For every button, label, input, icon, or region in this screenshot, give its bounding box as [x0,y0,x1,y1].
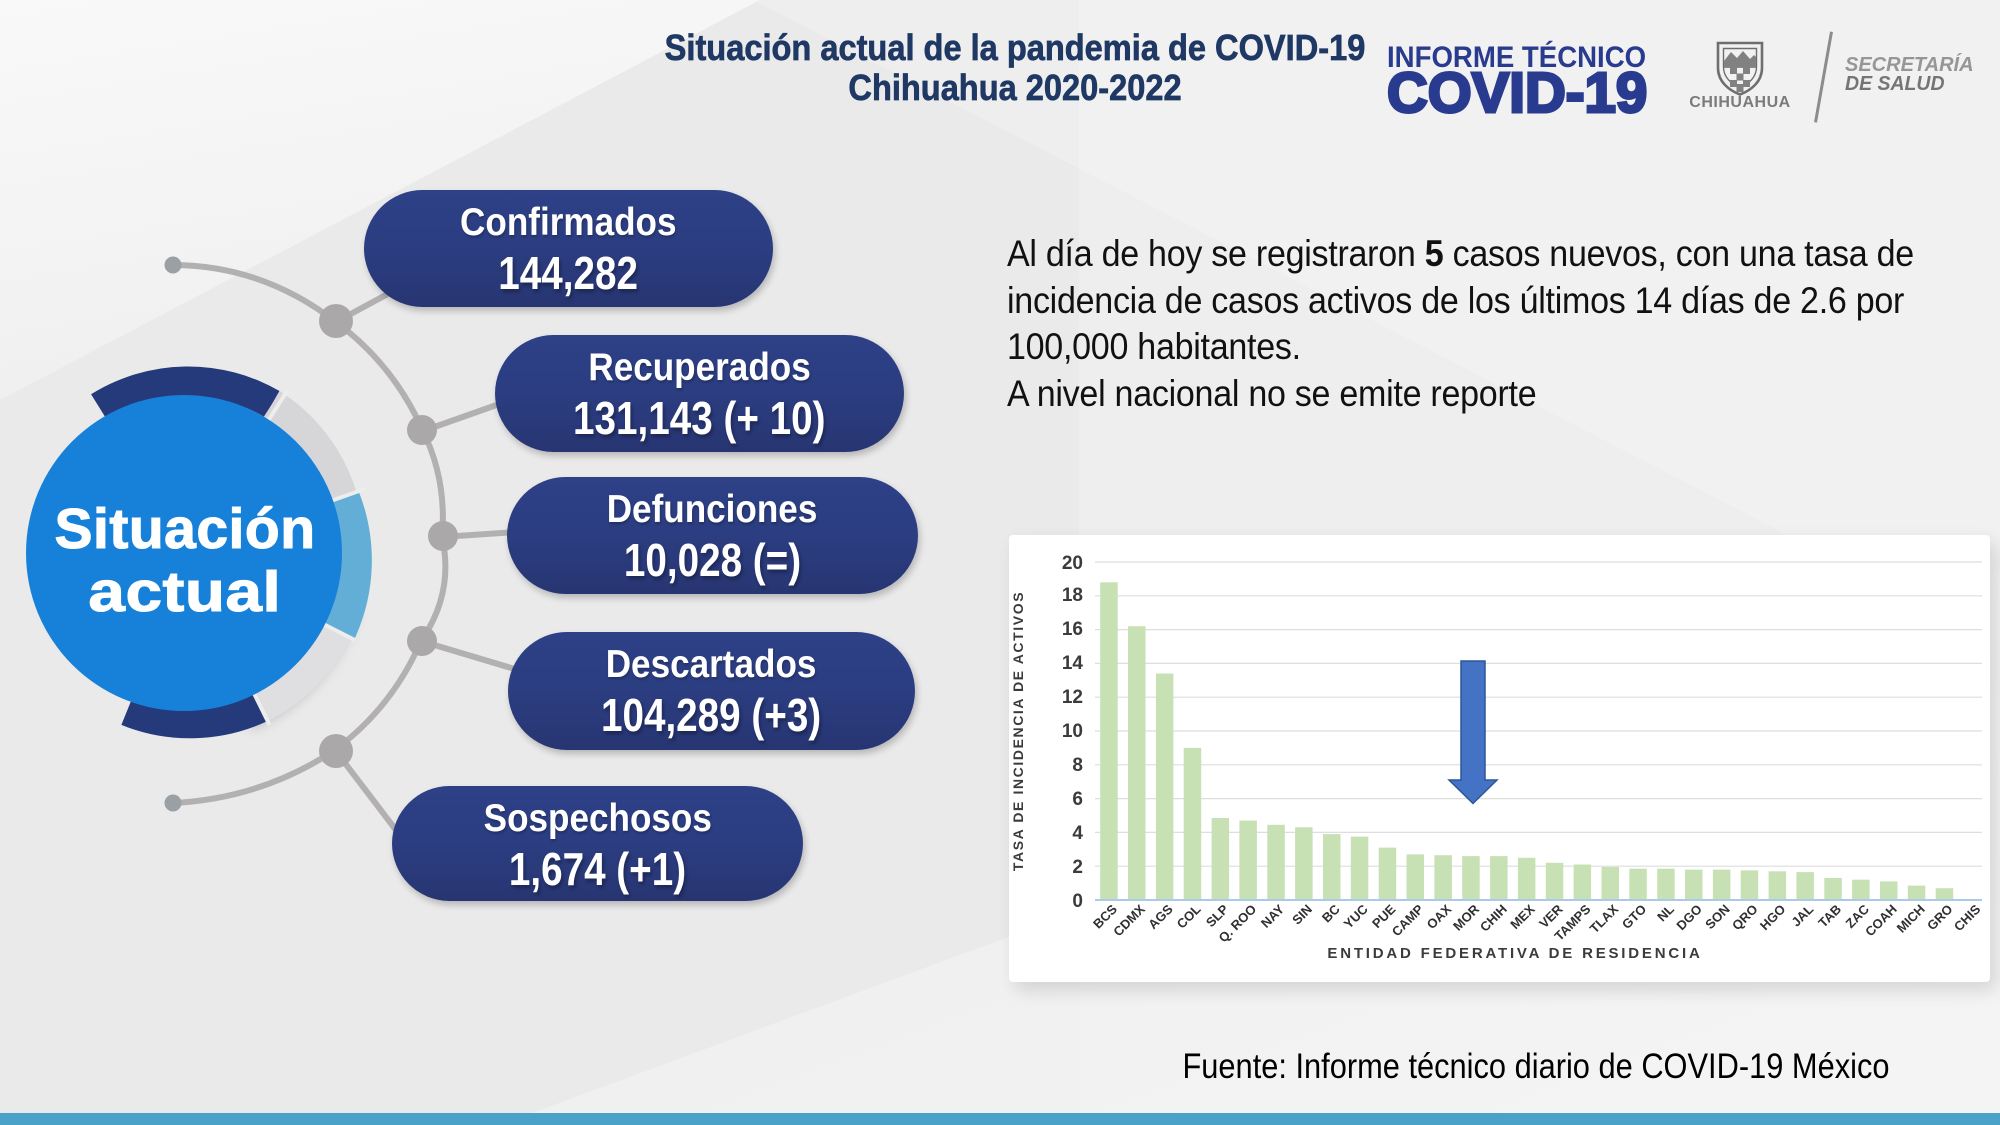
svg-text:CHIH: CHIH [1477,902,1510,935]
svg-text:COAH: COAH [1862,902,1900,940]
svg-text:18: 18 [1062,585,1083,606]
svg-text:AGS: AGS [1145,901,1176,932]
svg-text:TAB: TAB [1815,902,1844,931]
svg-text:6: 6 [1072,789,1083,810]
svg-text:CAMP: CAMP [1389,901,1427,939]
svg-text:SIN: SIN [1289,902,1315,928]
svg-text:12: 12 [1062,687,1083,708]
svg-text:8: 8 [1072,755,1083,776]
svg-text:2: 2 [1072,857,1083,878]
svg-text:SON: SON [1702,902,1733,933]
svg-text:14: 14 [1062,653,1084,674]
svg-text:GTO: GTO [1619,902,1649,932]
svg-text:QRO: QRO [1729,902,1761,934]
svg-text:OAX: OAX [1424,901,1455,932]
svg-text:ENTIDAD FEDERATIVA DE RESIDENC: ENTIDAD FEDERATIVA DE RESIDENCIA [1327,945,1702,962]
svg-text:HGO: HGO [1757,902,1789,934]
svg-text:BC: BC [1319,901,1343,925]
svg-text:CDMX: CDMX [1110,901,1148,939]
svg-text:10: 10 [1062,721,1083,742]
svg-text:JAL: JAL [1788,901,1816,929]
svg-text:MEX: MEX [1507,901,1538,932]
svg-text:GRO: GRO [1924,902,1956,934]
svg-text:TASA DE INCIDENCIA DE ACTIVOS: TASA DE INCIDENCIA DE ACTIVOS [1010,591,1026,871]
svg-text:MICH: MICH [1894,902,1928,936]
svg-text:4: 4 [1072,823,1083,844]
svg-text:MOR: MOR [1450,901,1482,933]
svg-text:TLAX: TLAX [1587,901,1622,936]
svg-text:COL: COL [1174,901,1204,931]
svg-text:20: 20 [1062,553,1083,574]
svg-text:0: 0 [1072,891,1083,912]
svg-text:NAY: NAY [1258,901,1287,930]
svg-text:16: 16 [1062,619,1083,640]
svg-text:YUC: YUC [1341,901,1371,931]
svg-text:DGO: DGO [1673,902,1705,934]
svg-text:CHIS: CHIS [1951,901,1984,934]
